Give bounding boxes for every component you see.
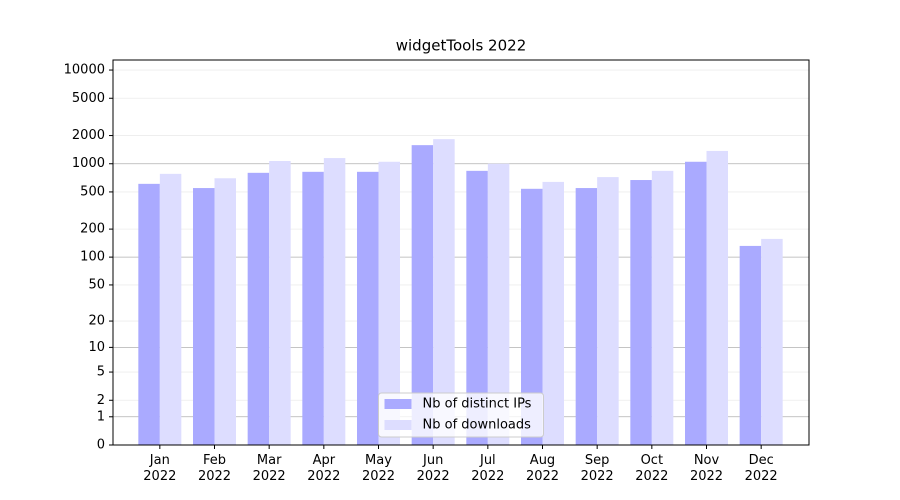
x-tick-label: Sep 2022 — [580, 453, 614, 484]
x-tick-label: Feb 2022 — [197, 453, 232, 484]
x-tick-label: Dec 2022 — [744, 453, 778, 484]
bar — [466, 170, 488, 445]
y-tick-label: 50 — [88, 277, 105, 292]
legend-label: Nb of distinct IPs — [423, 397, 532, 412]
legend-swatch — [384, 399, 412, 409]
x-tick-label: Jul 2022 — [471, 453, 505, 484]
bar — [269, 160, 291, 445]
plot-frame — [112, 59, 810, 446]
x-tick-label: Nov 2022 — [689, 453, 724, 484]
y-tick-label: 100 — [80, 250, 105, 265]
bar — [193, 188, 215, 445]
bar — [487, 163, 510, 445]
y-tick-label: 0 — [97, 438, 105, 453]
bar — [651, 170, 674, 445]
x-tick-label: Mar 2022 — [252, 453, 286, 484]
bar — [542, 181, 564, 445]
x-tick-label: Jan 2022 — [143, 453, 177, 484]
x-tick-label: Oct 2022 — [635, 453, 669, 484]
bar — [433, 139, 455, 445]
y-tick-label: 5000 — [72, 91, 105, 106]
y-tick-label: 20 — [88, 314, 105, 329]
bar — [761, 238, 783, 445]
y-tick-label: 2000 — [72, 128, 105, 143]
y-tick-label: 1 — [97, 409, 105, 424]
bar — [138, 183, 160, 445]
y-tick-label: 2 — [97, 393, 105, 408]
legend-label: Nb of downloads — [423, 418, 532, 433]
bar — [411, 145, 434, 446]
bar — [521, 188, 543, 445]
bar — [357, 171, 379, 445]
bar — [323, 158, 346, 445]
x-tick-label: Jun 2022 — [416, 453, 450, 484]
bar — [575, 188, 598, 445]
y-tick-label: 1000 — [72, 156, 105, 171]
bar — [685, 161, 707, 445]
legend-swatch — [384, 420, 412, 430]
y-tick-label: 500 — [80, 184, 105, 199]
legend-box — [378, 392, 544, 438]
bar — [739, 245, 762, 445]
y-tick-label: 10000 — [64, 63, 105, 78]
bar — [247, 172, 270, 446]
bar — [302, 171, 324, 445]
bar — [378, 161, 400, 445]
y-tick-label: 200 — [80, 222, 105, 237]
x-tick-label: Apr 2022 — [307, 453, 341, 484]
bar — [630, 180, 652, 445]
bar — [706, 150, 728, 445]
legend: Nb of distinct IPs Nb of downloads — [378, 392, 544, 438]
x-tick-label: Aug 2022 — [525, 453, 560, 484]
bar — [214, 178, 236, 445]
y-tick-label: 10 — [88, 340, 105, 355]
bar — [159, 173, 182, 445]
y-tick-label: 5 — [97, 365, 105, 380]
bar — [597, 177, 619, 446]
x-tick-label: May 2022 — [361, 453, 396, 484]
chart-title: widgetTools 2022 — [396, 37, 526, 55]
